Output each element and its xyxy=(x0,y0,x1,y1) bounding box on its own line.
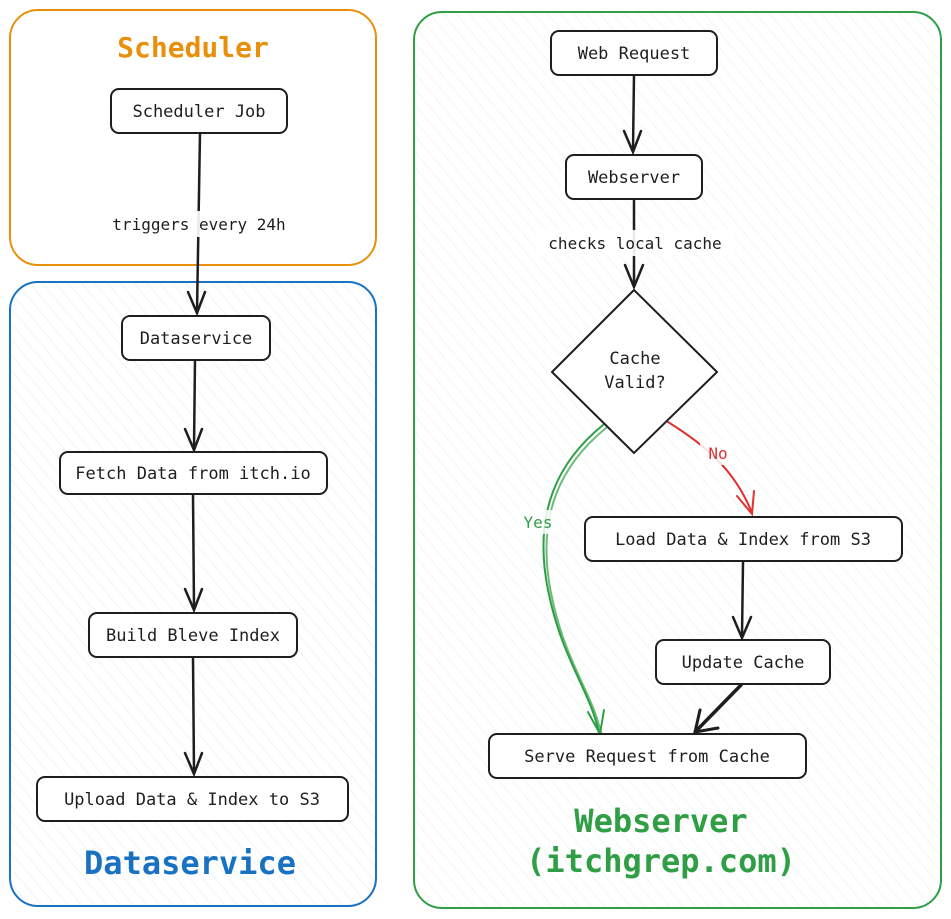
scheduler-group: Scheduler xyxy=(9,9,377,266)
node-dataservice: Dataservice xyxy=(121,315,271,361)
node-webserver-label: Webserver xyxy=(588,168,680,188)
node-web-request-label: Web Request xyxy=(578,44,691,64)
webserver-group-title-line2: (itchgrep.com) xyxy=(526,842,796,880)
arrow-yes xyxy=(542,424,604,734)
webserver-group-title-line1: Webserver xyxy=(574,802,747,840)
arrow-dataservice-to-fetch xyxy=(192,358,197,450)
arrow-update-to-serve xyxy=(695,683,743,732)
node-cache-valid-label-line2: Valid? xyxy=(604,373,665,393)
arrowhead-build xyxy=(183,587,204,614)
left-arrows xyxy=(183,131,207,778)
yes-label: Yes xyxy=(524,513,553,532)
node-update-cache: Update Cache xyxy=(655,639,831,685)
node-serve-request-label: Serve Request from Cache xyxy=(524,747,770,767)
node-load-data: Load Data & Index from S3 xyxy=(584,516,903,562)
node-serve-request: Serve Request from Cache xyxy=(488,733,807,779)
node-upload-data-label: Upload Data & Index to S3 xyxy=(64,790,320,810)
checks-cache-label-bg xyxy=(536,230,734,256)
arrow-build-to-upload xyxy=(191,656,196,774)
arrowhead-decision xyxy=(623,263,645,291)
arrowhead-webserver xyxy=(622,129,643,156)
arrow-fetch-to-build xyxy=(191,492,196,610)
arrowhead-fetch xyxy=(183,427,204,454)
scheduler-group-frame xyxy=(9,9,377,266)
node-fetch-data: Fetch Data from itch.io xyxy=(59,451,328,495)
yes-label-bg xyxy=(517,510,559,534)
node-scheduler-job-label: Scheduler Job xyxy=(132,102,265,122)
triggers-label: triggers every 24h xyxy=(112,215,285,234)
node-build-index: Build Bleve Index xyxy=(88,612,298,658)
arrowhead-update xyxy=(731,615,753,642)
scheduler-group-title: Scheduler xyxy=(117,31,269,64)
arrowhead-dataservice xyxy=(186,290,207,317)
node-web-request: Web Request xyxy=(550,30,718,76)
checks-cache-label: checks local cache xyxy=(548,234,721,253)
node-webserver: Webserver xyxy=(565,154,703,200)
arrowhead-serve-from-update xyxy=(693,708,720,734)
node-update-cache-label: Update Cache xyxy=(682,653,805,673)
arrowhead-no xyxy=(736,490,755,517)
dataservice-group-title: Dataservice xyxy=(84,844,296,882)
arrowhead-upload xyxy=(183,751,204,778)
no-label-bg xyxy=(700,441,736,465)
node-upload-data: Upload Data & Index to S3 xyxy=(36,776,349,822)
arrow-request-to-webserver xyxy=(631,73,636,152)
node-fetch-data-label: Fetch Data from itch.io xyxy=(75,464,310,484)
node-dataservice-label: Dataservice xyxy=(140,329,253,349)
node-cache-valid: Cache Valid? xyxy=(551,289,718,454)
triggers-label-bg xyxy=(100,211,300,237)
node-build-index-label: Build Bleve Index xyxy=(106,626,280,646)
node-scheduler-job: Scheduler Job xyxy=(110,88,288,134)
node-load-data-label: Load Data & Index from S3 xyxy=(615,530,871,550)
no-label: No xyxy=(708,444,727,463)
arrow-load-to-update xyxy=(740,560,745,638)
arrow-yes-sketch xyxy=(545,427,607,734)
node-cache-valid-label-line1: Cache xyxy=(609,349,660,369)
